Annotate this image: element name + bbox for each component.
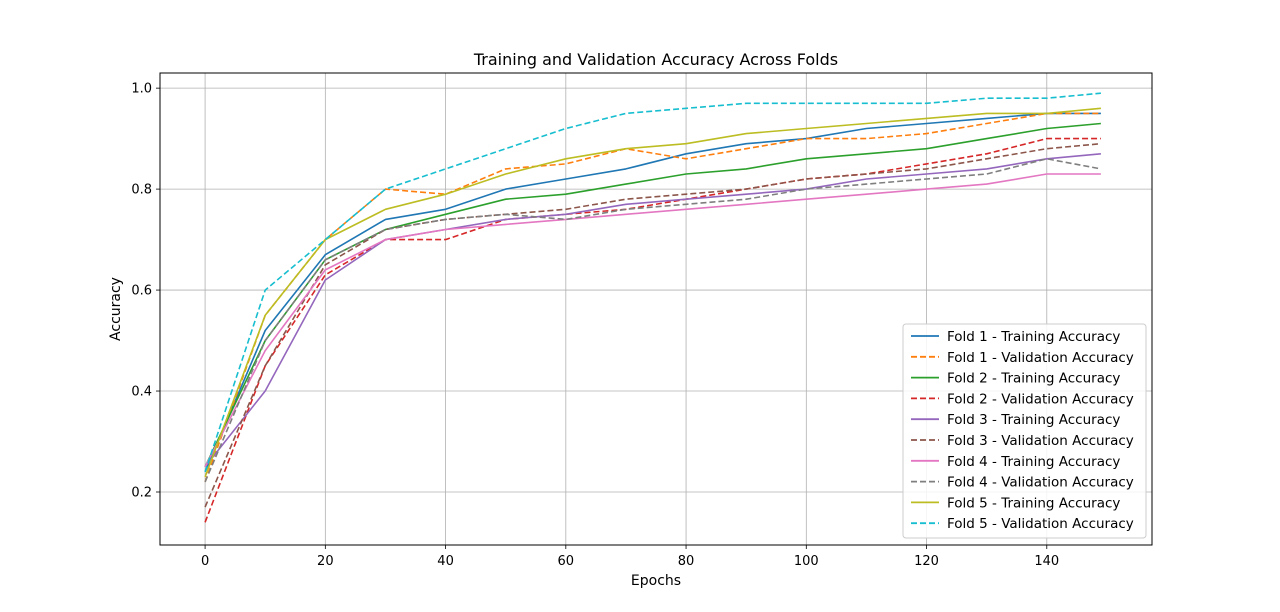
series-line-9 — [204, 107, 1101, 478]
x-tick-label: 100 — [794, 554, 819, 569]
series-line-1 — [204, 112, 1101, 473]
series-line-6 — [204, 142, 1101, 508]
x-tick-label: 40 — [437, 554, 454, 569]
legend-entry: Fold 3 - Validation Accuracy — [947, 433, 1134, 449]
legend-entry: Fold 4 - Validation Accuracy — [947, 475, 1134, 491]
y-tick-label: 0.8 — [131, 183, 152, 198]
y-tick-label: 1.0 — [131, 82, 152, 97]
legend-entry: Fold 5 - Training Accuracy — [947, 495, 1120, 511]
series-line-10 — [204, 92, 1101, 473]
axis-ticks: 0 20 40 60 80 100 120 140 0.2 0.4 0.6 0.8 1.0 — [131, 82, 1059, 569]
series-line-2 — [204, 112, 1101, 483]
x-tick-label: 20 — [317, 554, 334, 569]
legend-entry: Fold 3 - Training Accuracy — [947, 412, 1120, 428]
chart-title: Training and Validation Accuracy Across … — [473, 50, 838, 69]
plot-frame — [159, 72, 1153, 546]
x-tick-label: 120 — [914, 554, 939, 569]
series-line-7 — [204, 173, 1101, 468]
y-tick-label: 0.6 — [131, 284, 152, 299]
series-line-8 — [204, 158, 1102, 483]
legend-box — [902, 323, 1147, 539]
y-tick-label: 0.2 — [131, 485, 152, 500]
legend-entry: Fold 1 - Validation Accuracy — [947, 350, 1134, 366]
x-tick-label: 80 — [678, 554, 695, 569]
x-tick-label: 60 — [558, 554, 575, 569]
x-axis-label: Epochs — [631, 573, 681, 589]
legend-entry: Fold 5 - Validation Accuracy — [947, 516, 1134, 532]
legend-entry: Fold 2 - Validation Accuracy — [947, 391, 1134, 407]
series-line-5 — [204, 153, 1101, 468]
y-tick-label: 0.4 — [131, 385, 152, 400]
series-line-3 — [204, 122, 1101, 468]
series-line-4 — [204, 137, 1101, 523]
x-tick-label: 140 — [1034, 554, 1059, 569]
x-tick-label: 0 — [201, 554, 209, 569]
legend: Fold 1 - Training Accuracy Fold 1 - Valid… — [902, 323, 1147, 539]
series-lines — [204, 92, 1102, 523]
legend-entry: Fold 4 - Training Accuracy — [947, 454, 1120, 470]
legend-entry: Fold 1 - Training Accuracy — [947, 329, 1120, 345]
y-axis-label: Accuracy — [108, 277, 124, 341]
legend-entry: Fold 2 - Training Accuracy — [947, 371, 1120, 387]
